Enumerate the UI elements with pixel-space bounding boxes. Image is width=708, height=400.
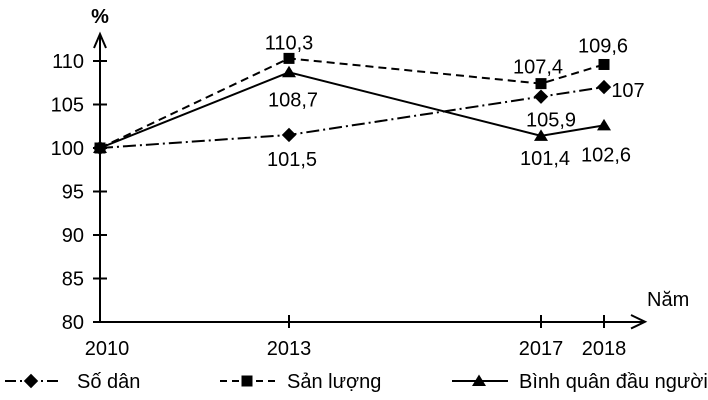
legend-diamond-marker-icon bbox=[23, 373, 39, 389]
x-axis-title: Năm bbox=[647, 289, 689, 311]
triangle-marker-icon bbox=[597, 118, 611, 131]
diamond-marker-icon bbox=[596, 79, 612, 95]
x-tick-label: 2018 bbox=[582, 338, 627, 360]
square-marker-icon bbox=[283, 52, 295, 64]
legend-label-so-dan: Số dân bbox=[77, 371, 140, 393]
y-tick-label: 100 bbox=[51, 138, 84, 160]
legend-item-so-dan: Số dân bbox=[5, 371, 140, 393]
y-tick-label: 105 bbox=[51, 95, 84, 117]
series-markers bbox=[92, 52, 612, 156]
y-tick-label: 110 bbox=[52, 51, 84, 73]
point-label: 102,6 bbox=[581, 144, 631, 166]
x-axis-arrow-icon bbox=[630, 314, 648, 330]
legend-item-binh-quan: Bình quân đầu người bbox=[452, 371, 708, 393]
y-axis-title: % bbox=[91, 6, 109, 28]
y-tick-label: 80 bbox=[62, 312, 84, 334]
legend-label-san-luong: Sản lượng bbox=[287, 371, 381, 393]
legend-item-san-luong: Sản lượng bbox=[220, 371, 381, 393]
x-tick-label: 2017 bbox=[519, 338, 564, 360]
diamond-marker-icon bbox=[281, 127, 297, 143]
legend-label-binh-quan: Bình quân đầu người bbox=[519, 371, 708, 393]
legend: Số dân Sản lượng Bình quân đầu người bbox=[5, 371, 708, 393]
point-label: 101,5 bbox=[267, 149, 317, 171]
point-label: 110,3 bbox=[265, 32, 314, 54]
square-marker-icon bbox=[598, 58, 610, 70]
point-labels: 101,5 105,9 107 110,3 107,4 109,6 108,7 101,4 10… bbox=[265, 32, 645, 171]
point-label: 108,7 bbox=[268, 89, 318, 111]
point-label: 107,4 bbox=[513, 57, 563, 79]
legend-triangle-marker-icon bbox=[472, 374, 486, 386]
series-line-diamond bbox=[99, 86, 605, 149]
triangle-marker-icon bbox=[534, 129, 548, 141]
point-label: 105,9 bbox=[526, 110, 576, 132]
point-label: 101,4 bbox=[520, 148, 570, 170]
y-tick-label: 90 bbox=[62, 225, 84, 247]
series-line-triangle bbox=[99, 71, 605, 149]
x-tick-label: 2010 bbox=[85, 338, 130, 360]
series-line-square bbox=[99, 57, 605, 149]
y-axis-arrow-icon bbox=[93, 31, 107, 49]
point-label: 109,6 bbox=[578, 35, 628, 57]
y-tick-label: 85 bbox=[62, 269, 84, 291]
triangle-marker-icon bbox=[282, 65, 296, 78]
series-lines bbox=[99, 57, 605, 149]
square-marker-icon bbox=[535, 78, 547, 90]
x-tick-label: 2013 bbox=[267, 338, 312, 360]
point-label: 107 bbox=[611, 80, 644, 102]
legend-square-marker-icon bbox=[241, 375, 253, 387]
y-tick-label: 95 bbox=[62, 182, 84, 204]
triangle-marker-icon bbox=[93, 141, 107, 153]
diamond-marker-icon bbox=[533, 89, 549, 104]
